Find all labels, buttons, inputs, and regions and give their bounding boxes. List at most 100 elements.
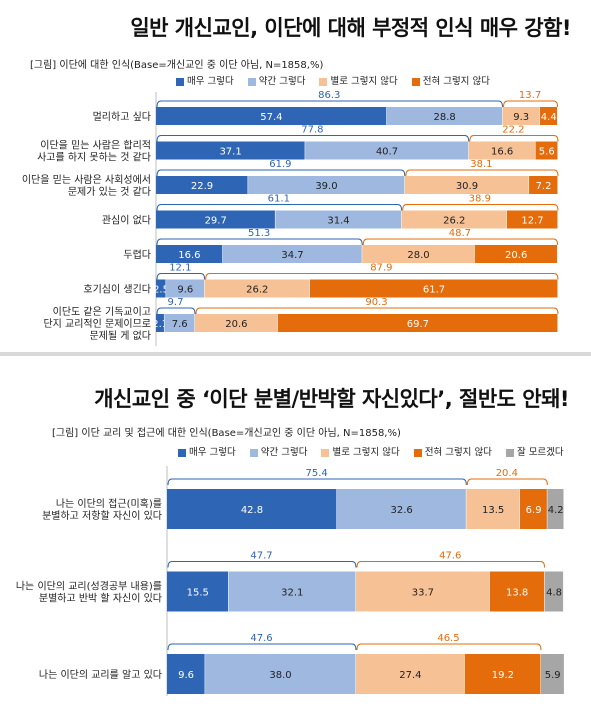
negative-total-label: 87.9: [370, 263, 392, 274]
bar-segment: [194, 314, 278, 332]
legend-label: 잘 모르겠다: [516, 447, 564, 458]
legend-label: 약간 그렇다: [258, 76, 306, 87]
legend-item: 별로 그렇지 않다: [319, 73, 398, 87]
category-label: 문제될 게 없다: [89, 329, 151, 342]
data-label: 32.6: [390, 505, 412, 516]
data-label: 16.6: [178, 250, 200, 261]
legend-swatch: [178, 448, 186, 457]
positive-total-label: 77.8: [301, 125, 323, 136]
positive-total-label: 47.6: [250, 633, 272, 644]
negative-total-label: 38.9: [469, 194, 491, 205]
bar-segment: [506, 210, 558, 229]
data-label: 5.9: [545, 670, 561, 681]
data-label: 9.3: [513, 112, 529, 123]
data-label: 16.6: [491, 147, 513, 158]
positive-bracket: [156, 238, 363, 246]
data-label: 57.4: [260, 112, 282, 123]
data-label: 2.1: [152, 319, 168, 330]
bar-segment: [275, 210, 402, 229]
bar-segment: [277, 314, 558, 332]
positive-bracket: [156, 307, 196, 315]
positive-bracket: [167, 643, 357, 651]
bar-segment: [336, 489, 466, 529]
panel-divider: [0, 352, 591, 356]
category-label: 관심이 없다: [102, 214, 151, 227]
negative-bracket: [469, 135, 559, 142]
category-label: 분별하고 반박 할 자신이 있다: [39, 592, 162, 605]
bar-segment: [167, 489, 337, 529]
category-label: 멀리하고 싶다: [93, 110, 151, 123]
data-label: 38.0: [269, 670, 291, 681]
data-label: 2.5: [153, 285, 169, 296]
positive-total-label: 61.1: [268, 194, 290, 205]
legend-item: 매우 그렇다: [178, 444, 236, 458]
legend-item: 약간 그렇다: [247, 73, 306, 87]
data-label: 37.1: [219, 147, 241, 158]
data-label: 13.5: [482, 505, 504, 516]
bar-segment: [474, 245, 558, 263]
data-label: 26.2: [246, 285, 268, 296]
legend-label: 별로 그렇지 않다: [332, 447, 400, 458]
bar-segment: [309, 279, 558, 298]
negative-total-label: 47.6: [439, 551, 461, 562]
legend-item: 전혀 그렇지 않다: [413, 444, 492, 458]
bar-segment: [489, 571, 545, 612]
data-label: 31.4: [327, 216, 349, 227]
data-label: 34.7: [281, 250, 303, 261]
bar-segment: [156, 210, 275, 229]
legend-item: 별로 그렇지 않다: [321, 444, 400, 458]
data-label: 9.6: [178, 670, 194, 681]
data-label: 30.9: [456, 181, 478, 192]
negative-total-label: 46.5: [437, 633, 459, 644]
bar-segment: [156, 245, 223, 263]
positive-bracket: [167, 561, 357, 568]
positive-total-label: 47.7: [250, 551, 272, 562]
bar-segment: [468, 141, 535, 160]
bar-segment: [222, 245, 362, 263]
bar-segment: [464, 654, 541, 694]
legend-swatch: [247, 77, 256, 86]
legend-item: 매우 그렇다: [176, 73, 234, 87]
legend-swatch: [413, 448, 422, 457]
bar-segment: [205, 654, 356, 694]
bar-segment: [166, 279, 205, 298]
data-label: 42.8: [241, 505, 263, 516]
data-label: 9.6: [177, 285, 193, 296]
legend-item: 약간 그렇다: [249, 444, 307, 458]
bar-segment: [535, 141, 558, 160]
bar-segment: [502, 107, 540, 125]
negative-bracket: [356, 643, 542, 651]
data-label: 29.7: [205, 216, 227, 227]
positive-bracket: [156, 135, 470, 142]
negative-total-label: 22.2: [502, 125, 524, 136]
bar-segment: [401, 210, 507, 229]
data-label: 22.9: [191, 181, 213, 192]
chart-subtitle-1: [그림] 이단에 대한 인식(Base=개신교인 중 이단 아님, N=1858…: [30, 60, 324, 71]
data-label: 7.6: [172, 319, 188, 330]
negative-bracket: [205, 273, 559, 280]
legend-label: 별로 그렇지 않다: [330, 76, 398, 87]
bar-segment: [540, 654, 564, 694]
legend-item: 전혀 그렇지 않다: [411, 73, 490, 87]
bar-segment: [404, 176, 529, 194]
data-label: 5.6: [539, 147, 555, 158]
category-label: 문제가 있는 것 같다: [68, 186, 151, 198]
category-label: 이단을 믿는 사람은 합리적: [40, 139, 151, 152]
bar-segment: [156, 279, 166, 298]
bar-segment: [539, 107, 558, 125]
positive-bracket: [156, 169, 406, 177]
bar-segment: [167, 571, 229, 612]
bar-segment: [305, 141, 469, 160]
chart-panel-2: 개신교인 중 ‘이단 분별/반박할 자신있다’, 절반도 안돼! [그림] 이단…: [0, 356, 591, 708]
data-label: 26.2: [443, 216, 465, 227]
chart-legend-2: 매우 그렇다 약간 그렇다 별로 그렇지 않다 전혀 그렇지 않다 잘 모르겠다: [178, 444, 578, 458]
data-label: 20.6: [505, 250, 527, 261]
data-label: 28.8: [434, 112, 456, 123]
bar-segment: [466, 489, 520, 529]
positive-bracket: [156, 100, 504, 108]
bar-segment: [386, 107, 503, 125]
category-label: 사고를 하지 못하는 것 같다: [37, 151, 151, 164]
data-label: 20.6: [225, 319, 247, 330]
data-label: 6.9: [526, 505, 542, 516]
